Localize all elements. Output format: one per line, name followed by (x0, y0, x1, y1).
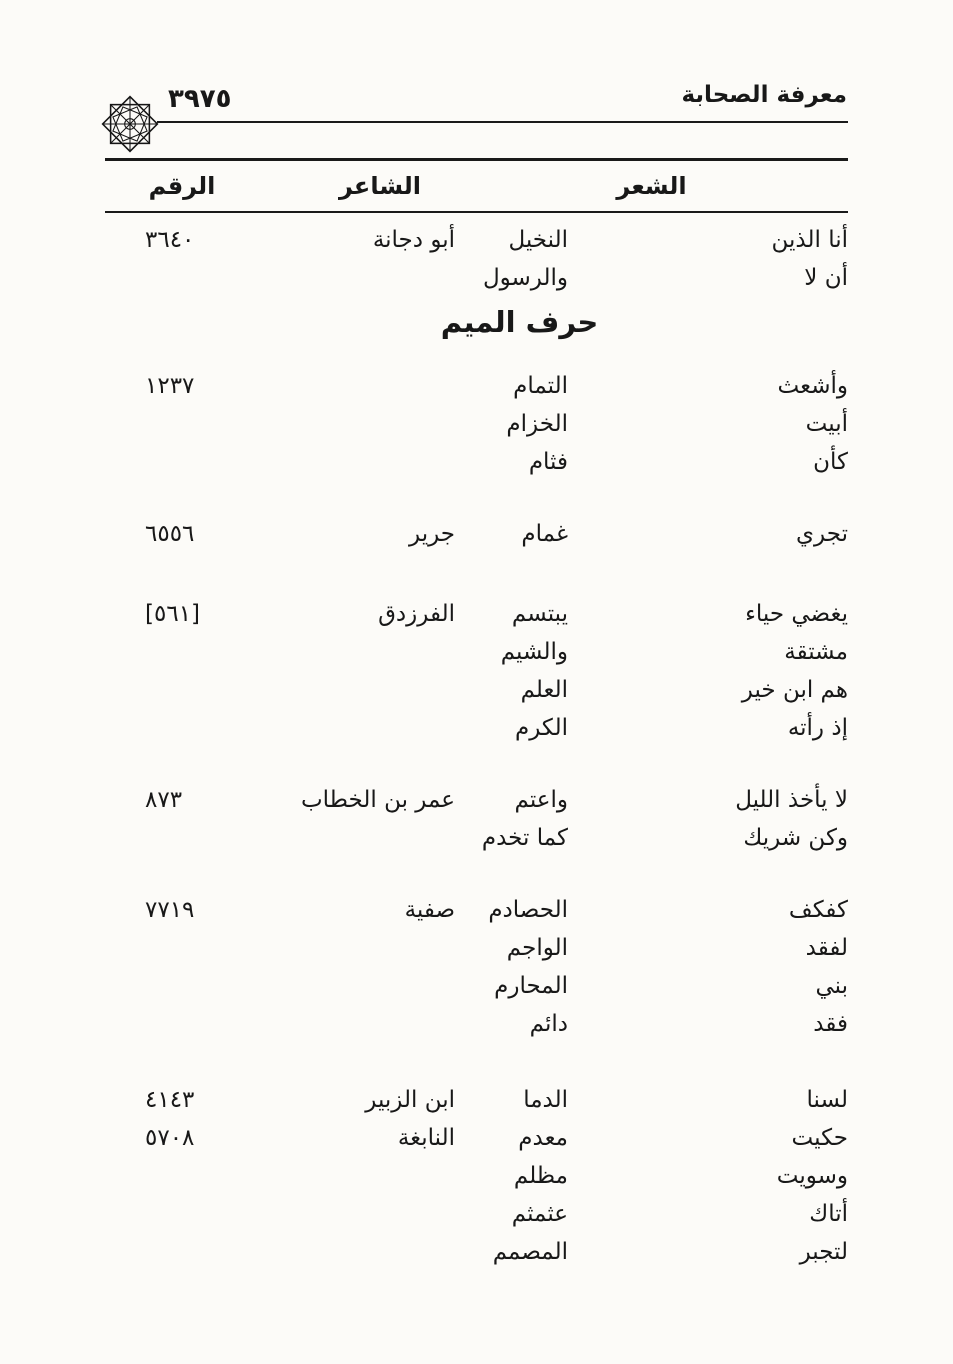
poem-opening-cell: أبيت (805, 411, 848, 437)
table-row: إذ رأته الكرم (105, 709, 848, 747)
table-row: حكيت معدم النابغة ٥٧٠٨ (105, 1119, 848, 1157)
poem-opening-cell: لا يأخذ الليل (735, 787, 848, 813)
entry-number-cell: ١٢٣٧ (145, 373, 195, 399)
poem-opening-cell: إذ رأته (787, 715, 848, 741)
table-row: كأن فثام (105, 443, 848, 481)
entry-group: يغضي حياء يبتسم الفرزدق [٥٦١] مشتقة والش… (105, 595, 848, 747)
poem-opening-cell: لسنا (806, 1087, 848, 1113)
poem-opening-cell: أنا الذين (771, 227, 849, 253)
rhyme-word-cell: واعتم (514, 787, 568, 813)
entry-number-cell: [٥٦١] (145, 601, 201, 627)
table-row: وكن شريك كما تخدم (105, 819, 848, 857)
rhyme-word-cell: عثمثم (511, 1201, 568, 1227)
rhyme-word-cell: يبتسم (511, 601, 568, 627)
rhyme-word-cell: مظلم (513, 1163, 568, 1189)
poem-opening-cell: وسويت (776, 1163, 848, 1189)
poet-cell: ابن الزبير (365, 1087, 455, 1113)
poem-opening-cell: كأن (813, 449, 848, 475)
table-row: لسنا الدما ابن الزبير ٤١٤٣ (105, 1081, 848, 1119)
book-title: معرفة الصحابة (681, 82, 847, 108)
entry-group: تجري غمام جرير ٦٥٥٦ (105, 515, 848, 553)
entry-group: لا يأخذ الليل واعتم عمر بن الخطاب ٨٧٣ وك… (105, 781, 848, 857)
poem-opening-cell: وكن شريك (743, 825, 848, 851)
index-table-body: أنا الذين النخيل أبو دجانة ٣٦٤٠ أن لا وا… (105, 221, 848, 1271)
table-row: فقد دائم (105, 1005, 848, 1043)
table-row: لفقد الواجم (105, 929, 848, 967)
table-row: لتجبر المصمم (105, 1233, 848, 1271)
rhyme-word-cell: التمام (513, 373, 568, 399)
poem-opening-cell: لتجبر (799, 1239, 848, 1265)
table-column-headers: الشعر الشاعر الرقم (105, 164, 848, 208)
table-row: وسويت مظلم (105, 1157, 848, 1195)
rhyme-word-cell: المحارم (494, 973, 568, 999)
rhyme-word-cell: الكرم (514, 715, 568, 741)
poem-opening-cell: بني (815, 973, 848, 999)
table-row: لا يأخذ الليل واعتم عمر بن الخطاب ٨٧٣ (105, 781, 848, 819)
rhyme-word-cell: والرسول (482, 265, 568, 291)
poem-opening-cell: مشتقة (784, 639, 848, 665)
rhyme-word-cell: دائم (529, 1011, 568, 1037)
table-row: تجري غمام جرير ٦٥٥٦ (105, 515, 848, 553)
entry-group: أنا الذين النخيل أبو دجانة ٣٦٤٠ أن لا وا… (105, 221, 848, 297)
column-headers-divider-line (105, 211, 848, 213)
poet-cell: صفية (404, 897, 455, 923)
poem-opening-cell: كفكف (788, 897, 848, 923)
rhyme-word-cell: الحصادم (488, 897, 568, 923)
rhyme-word-cell: غمام (521, 521, 568, 547)
rhyme-word-cell: المصمم (492, 1239, 568, 1265)
entry-number-cell: ٣٦٤٠ (145, 227, 195, 253)
entry-number-cell: ٦٥٥٦ (145, 521, 195, 547)
poet-cell: الفرزدق (378, 601, 455, 627)
entry-group: كفكف الحصادم صفية ٧٧١٩ لفقد الواجم بني ا… (105, 891, 848, 1043)
table-row: وأشعث التمام ١٢٣٧ (105, 367, 848, 405)
star-rosette-ornament-icon (101, 95, 159, 153)
poet-cell: عمر بن الخطاب (300, 787, 455, 813)
poet-cell: أبو دجانة (372, 227, 455, 253)
rhyme-word-cell: الخزام (506, 411, 568, 437)
rhyme-word-cell: العلم (520, 677, 568, 703)
poem-opening-cell: فقد (813, 1011, 848, 1037)
poem-opening-cell: هم ابن خير (741, 677, 848, 703)
table-top-line (105, 158, 848, 161)
rhyme-word-cell: الواجم (506, 935, 568, 961)
rhyme-word-cell: كما تخدم (481, 825, 568, 851)
rhyme-word-cell: النخيل (508, 227, 568, 253)
entry-group: لسنا الدما ابن الزبير ٤١٤٣ حكيت معدم الن… (105, 1081, 848, 1271)
rhyme-word-cell: فثام (528, 449, 568, 475)
page-number: ٣٩٧٥ (168, 84, 232, 114)
table-row: كفكف الحصادم صفية ٧٧١٩ (105, 891, 848, 929)
header-divider-line (157, 121, 848, 123)
entry-number-cell: ٨٧٣ (145, 787, 183, 813)
column-header-number: الرقم (148, 172, 216, 200)
section-heading-letter-mim: حرف الميم (440, 305, 599, 339)
poem-opening-cell: يغضي حياء (745, 601, 848, 627)
rhyme-word-cell: الدما (523, 1087, 568, 1113)
poem-opening-cell: أن لا (804, 265, 848, 291)
table-row: بني المحارم (105, 967, 848, 1005)
table-row: يغضي حياء يبتسم الفرزدق [٥٦١] (105, 595, 848, 633)
poem-opening-cell: أتاك (809, 1201, 848, 1227)
poet-cell: جرير (409, 521, 455, 547)
table-row: أنا الذين النخيل أبو دجانة ٣٦٤٠ (105, 221, 848, 259)
table-row: أبيت الخزام (105, 405, 848, 443)
rhyme-word-cell: معدم (518, 1125, 568, 1151)
table-row: أن لا والرسول (105, 259, 848, 297)
entry-number-cell: ٧٧١٩ (145, 897, 195, 923)
poem-opening-cell: تجري (796, 521, 848, 547)
table-row: مشتقة والشيم (105, 633, 848, 671)
poem-opening-cell: وأشعث (777, 373, 848, 399)
table-row: هم ابن خير العلم (105, 671, 848, 709)
entry-group: وأشعث التمام ١٢٣٧ أبيت الخزام كأن فثام (105, 367, 848, 481)
poet-cell: النابغة (397, 1125, 455, 1151)
poem-opening-cell: حكيت (791, 1125, 848, 1151)
entry-number-cell: ٥٧٠٨ (145, 1125, 195, 1151)
table-row: أتاك عثمثم (105, 1195, 848, 1233)
rhyme-word-cell: والشيم (500, 639, 568, 665)
entry-number-cell: ٤١٤٣ (145, 1087, 195, 1113)
column-header-poem: الشعر (616, 172, 687, 200)
column-header-poet: الشاعر (339, 172, 421, 200)
poem-opening-cell: لفقد (805, 935, 848, 961)
